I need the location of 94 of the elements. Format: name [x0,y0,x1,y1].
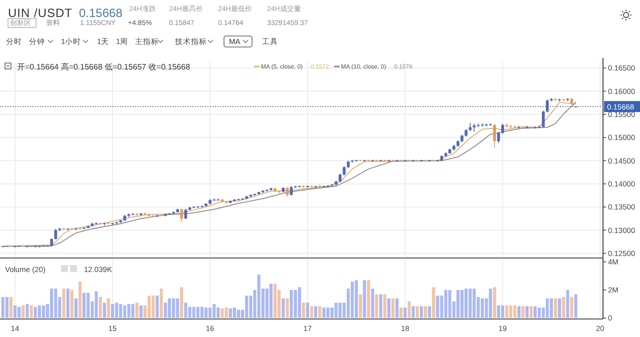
bar [9,296,13,318]
bar [554,298,558,318]
bar [525,306,529,318]
candlestick [497,132,500,144]
bar [151,295,155,318]
bar [314,306,318,318]
bar [34,306,38,318]
bar [448,290,452,318]
bar [147,295,151,318]
bar [500,305,504,318]
bar [228,308,232,318]
bar [168,298,172,318]
bar [326,307,330,318]
bar [533,306,537,318]
candlestick [180,208,184,222]
bar [334,302,338,318]
bar [354,280,358,318]
bar [387,298,391,318]
candlestick [493,124,496,148]
bar [257,274,261,318]
bar [432,286,436,318]
bar [521,306,525,318]
bar [383,294,387,318]
bar [127,304,131,318]
bar [513,305,517,318]
bar [216,307,220,318]
bar [529,306,533,318]
bar [294,290,298,318]
bar [78,281,82,318]
bar [322,307,326,318]
bar [546,298,550,318]
text: UIN /USDT [8,6,73,20]
bar [391,298,395,318]
bar [456,290,460,318]
bar [468,288,472,318]
bar [558,298,562,318]
bar [21,305,25,318]
bar [273,283,277,318]
text: 0.15668 [79,6,123,20]
bar [492,286,496,318]
bar [131,304,135,318]
bar [480,298,484,318]
bar [244,295,248,318]
bar [5,296,9,318]
bar [566,290,570,318]
bar [118,304,122,318]
bar [338,302,342,318]
bar [208,307,212,318]
bar [17,306,21,318]
bar [192,306,196,318]
bar [407,301,411,318]
bar [472,288,476,318]
bar [232,307,236,318]
bar [196,306,200,318]
bar [236,309,240,318]
bar [172,298,176,318]
bar [366,280,370,318]
bar [424,306,428,318]
bar [139,305,143,318]
bar [114,302,118,318]
line-series [2,102,576,247]
candlestick [480,123,484,128]
bar [204,307,208,318]
bar [290,290,294,318]
bar [464,288,468,318]
bar [54,288,58,318]
bar [86,292,90,318]
bar [66,288,70,318]
bar [550,298,554,318]
bar [298,286,302,318]
bar [306,302,310,318]
bar [488,288,492,318]
bar [1,296,5,318]
bar [460,290,464,318]
bar [517,306,521,318]
bar [395,298,399,318]
bar [135,302,139,318]
bar [38,305,42,318]
bar [420,306,424,318]
bar [50,288,54,318]
candlestick [501,123,504,134]
bar [180,286,184,318]
bar [224,307,228,318]
bar [212,304,216,318]
bar [42,305,46,318]
bar [106,298,110,318]
bar [362,280,366,318]
bar [310,306,314,318]
bar [269,283,273,318]
bar [416,306,420,318]
annotation: 开=0.15664 高=0.15668 低=0.15657 收=0.15668 [17,62,191,72]
bar [70,290,74,318]
candlestick [342,166,346,176]
bar [200,306,204,318]
